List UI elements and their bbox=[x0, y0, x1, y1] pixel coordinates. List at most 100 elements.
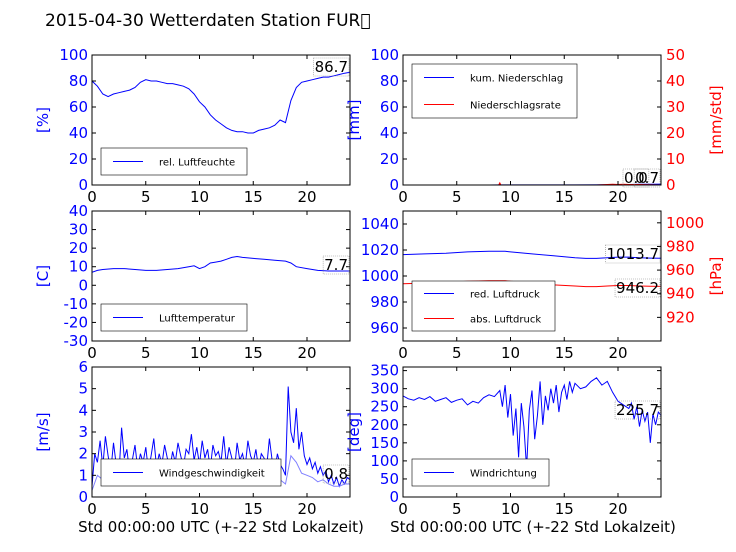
y-right-tick-label: 920 bbox=[666, 308, 695, 326]
x-tick-label: 5 bbox=[141, 344, 151, 362]
y-tick-label: 60 bbox=[380, 98, 399, 116]
legend-entry: Windrichtung bbox=[470, 469, 537, 480]
x-tick-label: 0 bbox=[398, 500, 408, 518]
legend-entry: abs. Luftdruck bbox=[470, 315, 541, 326]
plot-frame bbox=[402, 366, 662, 498]
x-tick-label: 10 bbox=[190, 188, 209, 206]
x-tick-label: 10 bbox=[190, 500, 209, 518]
last-value-annotation: 0.0 bbox=[624, 169, 648, 187]
y-axis-label: [mm] bbox=[345, 100, 363, 141]
annotation-box bbox=[605, 244, 661, 264]
x-tick-label: 20 bbox=[608, 500, 627, 518]
y-right-tick-label: 20 bbox=[666, 124, 685, 142]
y-tick-label: 60 bbox=[69, 98, 88, 116]
y-tick-label: 20 bbox=[380, 150, 399, 168]
y-tick-label: -30 bbox=[64, 332, 89, 350]
y-tick-label: 350 bbox=[370, 362, 399, 380]
y-tick-label: 1040 bbox=[361, 215, 399, 233]
x-tick-label: 5 bbox=[452, 500, 462, 518]
y-tick-label: 150 bbox=[370, 434, 399, 452]
y-tick-label: 0 bbox=[78, 276, 88, 294]
y-tick-label: 80 bbox=[380, 72, 399, 90]
x-tick-label: 5 bbox=[452, 344, 462, 362]
y-right-tick-label: 0 bbox=[666, 176, 676, 194]
wind-panel: 0 5 10 15 20 0 1 2 3 4 5 6 [m/s] Windgeschwindigkeit 0… bbox=[34, 358, 351, 518]
x-tick-label: 20 bbox=[608, 188, 627, 206]
x-tick-label: 5 bbox=[141, 500, 151, 518]
series-line-pressure-0 bbox=[403, 250, 661, 259]
legend-entry: Niederschlagsrate bbox=[470, 101, 561, 112]
humidity-panel: 0 5 10 15 20 0 20 40 60 80 100 [%] rel. Luftfeuchte 8… bbox=[34, 46, 351, 206]
x-tick-label: 15 bbox=[244, 500, 263, 518]
y-right-axis-label: [mm/std] bbox=[707, 85, 725, 154]
y-tick-label: 0 bbox=[389, 176, 399, 194]
y-right-tick-label: 30 bbox=[666, 98, 685, 116]
x-tick-label: 0 bbox=[87, 188, 97, 206]
legend-entry: kum. Niederschlag bbox=[470, 74, 563, 85]
annotation-box bbox=[313, 57, 350, 77]
x-tick-label: 10 bbox=[501, 344, 520, 362]
last-value-annotation: 1013.7 bbox=[607, 245, 660, 263]
y-tick-label: 2 bbox=[78, 445, 88, 463]
y-tick-label: 0 bbox=[78, 488, 88, 506]
annotation-box bbox=[622, 168, 650, 188]
y-tick-label: 200 bbox=[370, 416, 399, 434]
legend-box bbox=[411, 63, 578, 119]
y-tick-label: 0 bbox=[78, 176, 88, 194]
figure-title: 2015-04-30 Wetterdaten Station FUR  bbox=[45, 11, 371, 31]
y-tick-label: 20 bbox=[69, 150, 88, 168]
x-tick-label: 15 bbox=[555, 500, 574, 518]
x-tick-label: 15 bbox=[555, 188, 574, 206]
y-tick-label: 100 bbox=[59, 46, 88, 64]
y-tick-label: 5 bbox=[78, 380, 88, 398]
x-tick-label: 10 bbox=[190, 344, 209, 362]
y-tick-label: 100 bbox=[370, 452, 399, 470]
y-tick-label: 80 bbox=[69, 72, 88, 90]
y-tick-label: 960 bbox=[370, 319, 399, 337]
y-right-tick-label: 50 bbox=[666, 46, 685, 64]
y-tick-label: 980 bbox=[370, 293, 399, 311]
legend-entry: rel. Luftfeuchte bbox=[159, 158, 235, 169]
y-right-tick-label: 940 bbox=[666, 285, 695, 303]
y-axis-label: [deg] bbox=[345, 412, 363, 452]
x-tick-label: 15 bbox=[244, 188, 263, 206]
series-line-humidity-0 bbox=[92, 71, 350, 134]
x-tick-label: 15 bbox=[244, 344, 263, 362]
y-tick-label: 300 bbox=[370, 380, 399, 398]
x-tick-label: 20 bbox=[297, 188, 316, 206]
pressure-panel: 0 5 10 15 20 960 980 1000 1020 1040 920 940 960 980 10… bbox=[361, 210, 725, 362]
plot-frame bbox=[91, 210, 351, 342]
x-tick-label: 0 bbox=[398, 344, 408, 362]
last-value-annotation: 7.7 bbox=[324, 256, 348, 274]
x-tick-label: 0 bbox=[398, 188, 408, 206]
legend-entry: Lufttemperatur bbox=[159, 314, 236, 325]
series-line-precipitation-1 bbox=[403, 181, 661, 185]
y-tick-label: 1 bbox=[78, 466, 88, 484]
y-right-tick-label: 1000 bbox=[666, 214, 704, 232]
x-axis-label-left: Std 00:00:00 UTC (+-22 Std Lokalzeit) bbox=[78, 518, 364, 536]
x-tick-label: 20 bbox=[608, 344, 627, 362]
annotation-box bbox=[614, 400, 661, 420]
x-axis-label-right: Std 00:00:00 UTC (+-22 Std Lokalzeit) bbox=[390, 518, 676, 536]
x-tick-label: 10 bbox=[501, 188, 520, 206]
y-right-tick-label: 10 bbox=[666, 150, 685, 168]
y-tick-label: 6 bbox=[78, 358, 88, 376]
legend-entry: Windgeschwindigkeit bbox=[159, 469, 265, 480]
y-tick-label: 4 bbox=[78, 401, 88, 419]
series-line-winddir-0 bbox=[403, 377, 661, 469]
y-tick-label: 30 bbox=[69, 221, 88, 239]
y-right-axis-label: [hPa] bbox=[707, 257, 725, 296]
last-value-annotation: 0.8 bbox=[324, 465, 348, 483]
y-axis-label: [%] bbox=[34, 107, 52, 133]
y-tick-label: 10 bbox=[69, 258, 88, 276]
annotation-box bbox=[633, 168, 661, 188]
x-tick-label: 15 bbox=[555, 344, 574, 362]
last-value-annotation: 946.2 bbox=[616, 279, 659, 297]
y-right-tick-label: 960 bbox=[666, 261, 695, 279]
legend-box bbox=[411, 280, 556, 332]
y-tick-label: 3 bbox=[78, 423, 88, 441]
y-tick-label: 0 bbox=[389, 488, 399, 506]
x-tick-label: 20 bbox=[297, 344, 316, 362]
y-tick-label: 1020 bbox=[361, 241, 399, 259]
x-tick-label: 20 bbox=[297, 500, 316, 518]
